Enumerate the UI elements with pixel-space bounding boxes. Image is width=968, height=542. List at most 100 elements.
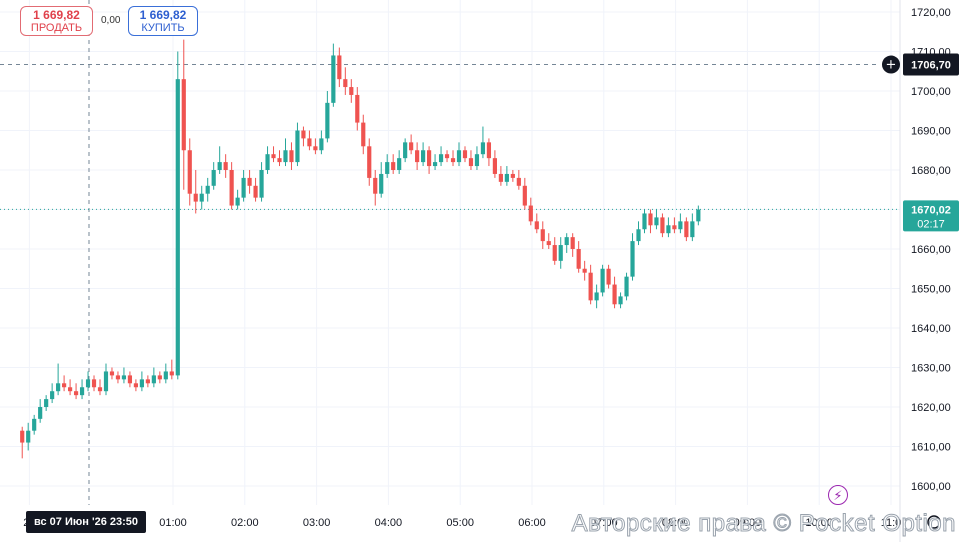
y-axis: 1720,001710,001700,001690,001680,001670,… bbox=[899, 0, 951, 542]
crosshair-price-badge bbox=[903, 53, 959, 76]
candle-body bbox=[468, 158, 474, 167]
candle-body bbox=[660, 217, 665, 234]
candle-body bbox=[486, 142, 492, 159]
candle-body bbox=[283, 150, 288, 163]
candle-body bbox=[450, 158, 456, 163]
candle-body bbox=[193, 193, 198, 202]
chart-grid bbox=[0, 11, 900, 487]
candle-body bbox=[337, 55, 342, 80]
y-tick-label: 1630,00 bbox=[911, 363, 951, 375]
candle-body bbox=[145, 379, 150, 384]
candle-body bbox=[510, 173, 515, 178]
y-tick-label: 1620,00 bbox=[911, 402, 951, 414]
sell-button[interactable]: 1 669,82 ПРОДАТЬ bbox=[20, 6, 93, 36]
y-tick-label: 1600,00 bbox=[911, 481, 951, 493]
lightning-icon[interactable]: ⚡ bbox=[828, 485, 848, 505]
candle-body bbox=[618, 296, 623, 305]
candle-body bbox=[409, 142, 414, 151]
gear-icon bbox=[927, 515, 941, 529]
x-tick-label: 08:00 bbox=[662, 517, 690, 529]
candle-body bbox=[480, 142, 486, 155]
candle-body bbox=[295, 130, 300, 163]
candle-body bbox=[696, 209, 701, 222]
candle-body bbox=[391, 162, 396, 170]
countdown-label: 02:17 bbox=[917, 218, 945, 230]
candle-body bbox=[624, 276, 629, 297]
candle-body bbox=[594, 292, 599, 301]
candle-body bbox=[223, 162, 228, 170]
candle-body bbox=[56, 383, 61, 392]
candle-body bbox=[582, 268, 587, 273]
y-tick-label: 1690,00 bbox=[911, 126, 951, 138]
candle-body bbox=[265, 154, 270, 170]
candle-body bbox=[26, 430, 31, 443]
candle-body bbox=[307, 138, 312, 147]
x-tick-label: 09:00 bbox=[734, 517, 762, 529]
candle-body bbox=[343, 79, 348, 88]
candle-body bbox=[259, 170, 264, 198]
candle-body bbox=[684, 221, 689, 238]
sell-price: 1 669,82 bbox=[33, 8, 80, 22]
candle-body bbox=[415, 150, 420, 163]
candle-body bbox=[169, 371, 174, 376]
chart-reference-lines bbox=[0, 0, 900, 505]
candle-body bbox=[666, 225, 671, 234]
candle-body bbox=[576, 249, 581, 269]
y-tick-label: 1700,00 bbox=[911, 86, 951, 98]
crosshair-date-label: вс 07 Июн '26 23:50 bbox=[26, 511, 146, 533]
candle-body bbox=[103, 371, 109, 392]
candle-body bbox=[211, 170, 216, 186]
candle-body bbox=[301, 130, 306, 139]
candle-series bbox=[20, 39, 701, 459]
crosshair-price-label: 1706,70 bbox=[911, 60, 951, 72]
candle-body bbox=[672, 225, 677, 230]
candle-body bbox=[522, 185, 527, 206]
candle-body bbox=[588, 272, 593, 301]
candle-body bbox=[319, 138, 324, 151]
candle-body bbox=[187, 150, 192, 194]
candle-body bbox=[600, 268, 605, 293]
current-price-label: 1670,02 bbox=[911, 204, 951, 216]
candle-body bbox=[133, 383, 138, 388]
candle-body bbox=[552, 245, 557, 261]
candle-body bbox=[253, 185, 258, 198]
x-tick-label: 01:00 bbox=[159, 517, 187, 529]
candle-body bbox=[85, 379, 91, 388]
candle-body bbox=[636, 229, 641, 242]
candle-body bbox=[474, 154, 480, 167]
candle-body bbox=[426, 150, 432, 167]
candle-body bbox=[277, 158, 282, 163]
y-tick-label: 1660,00 bbox=[911, 244, 951, 256]
x-tick-label: 03:00 bbox=[303, 517, 331, 529]
candle-body bbox=[373, 177, 378, 194]
candle-body bbox=[379, 173, 384, 194]
candle-body bbox=[355, 94, 360, 123]
candle-body bbox=[115, 375, 121, 380]
candle-body bbox=[175, 79, 180, 376]
y-tick-label: 1720,00 bbox=[911, 7, 951, 19]
candle-body bbox=[498, 173, 503, 182]
candle-body bbox=[163, 371, 168, 380]
candle-body bbox=[528, 205, 533, 222]
candle-body bbox=[241, 177, 246, 198]
candle-body bbox=[127, 375, 133, 384]
candle-body bbox=[109, 371, 115, 376]
candle-body bbox=[289, 150, 294, 163]
candle-body bbox=[540, 229, 545, 242]
candle-body bbox=[546, 241, 551, 246]
candle-body bbox=[444, 154, 450, 159]
candle-body bbox=[91, 379, 97, 388]
candle-body bbox=[403, 142, 408, 159]
candle-body bbox=[690, 221, 695, 238]
buy-button[interactable]: 1 669,82 КУПИТЬ bbox=[128, 6, 198, 36]
candle-body bbox=[151, 375, 156, 384]
y-tick-label: 1680,00 bbox=[911, 165, 951, 177]
x-tick-label: 07:00 bbox=[590, 517, 618, 529]
candle-body bbox=[349, 87, 354, 95]
current-price-badge bbox=[903, 200, 959, 232]
x-tick-label: 02:00 bbox=[231, 517, 259, 529]
buy-label: КУПИТЬ bbox=[141, 22, 185, 34]
candle-body bbox=[606, 268, 611, 285]
price-badges: +1706,70 1670,02 02:17 bbox=[882, 53, 959, 529]
